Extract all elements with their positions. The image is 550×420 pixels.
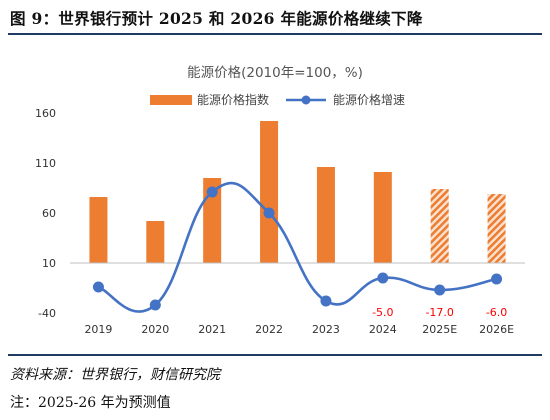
legend-bar-label: 能源价格指数 [197, 92, 269, 107]
growth-point [377, 272, 389, 284]
x-tick-label: 2020 [141, 323, 169, 336]
legend-bar-swatch [150, 95, 192, 105]
index-bar [373, 172, 392, 263]
forecast-bar [487, 194, 506, 263]
x-tick-label: 2025E [422, 323, 457, 336]
growth-point [149, 299, 161, 311]
y-tick-label: 110 [35, 157, 56, 170]
growth-series-line [97, 181, 497, 313]
y-tick-label: -40 [38, 307, 56, 320]
growth-point [92, 281, 104, 293]
y-tick-label: 10 [42, 257, 56, 270]
x-tick-label: 2021 [198, 323, 226, 336]
growth-point [263, 207, 275, 219]
forecast-note: 注：2025-26 年为预测值 [10, 395, 171, 411]
bar-series [89, 121, 506, 263]
y-tick-label: 160 [35, 107, 56, 120]
figure-title: 图 9：世界银行预计 2025 和 2026 年能源价格继续下降 [10, 9, 423, 28]
index-bar [203, 178, 222, 263]
x-tick-label: 2022 [255, 323, 283, 336]
x-tick-label: 2024 [369, 323, 397, 336]
source-note: 资料来源：世界银行，财信研究院 [10, 367, 220, 383]
growth-point [491, 273, 503, 285]
energy-price-chart: 能源价格(2010年=100，%) 能源价格指数 能源价格增速 160 110 60… [35, 65, 525, 336]
legend-line-label: 能源价格增速 [333, 92, 405, 107]
growth-point [320, 295, 332, 307]
index-bar [89, 197, 108, 263]
x-tick-label: 2023 [312, 323, 340, 336]
data-labels: -5.0 -17.0 -6.0 [372, 306, 507, 319]
footer-rule [8, 354, 542, 356]
y-axis: 160 110 60 10 -40 [35, 107, 56, 320]
y-tick-label: 60 [42, 207, 56, 220]
data-label: -5.0 [372, 306, 393, 319]
chart-title: 能源价格(2010年=100，%) [187, 65, 363, 81]
x-axis: 2019 2020 2021 2022 2023 2024 2025E 2026E [84, 323, 514, 336]
growth-point [434, 284, 446, 296]
growth-series-markers [92, 186, 503, 311]
x-tick-label: 2026E [479, 323, 514, 336]
index-bar [260, 121, 279, 263]
growth-point [206, 186, 218, 198]
legend-line-marker [301, 95, 311, 105]
forecast-bar [430, 189, 449, 263]
x-tick-label: 2019 [84, 323, 112, 336]
index-bar [146, 221, 165, 263]
data-label: -17.0 [425, 306, 453, 319]
title-rule [8, 33, 542, 35]
chart-legend: 能源价格指数 能源价格增速 [150, 92, 405, 107]
index-bar [316, 167, 335, 263]
data-label: -6.0 [486, 306, 507, 319]
